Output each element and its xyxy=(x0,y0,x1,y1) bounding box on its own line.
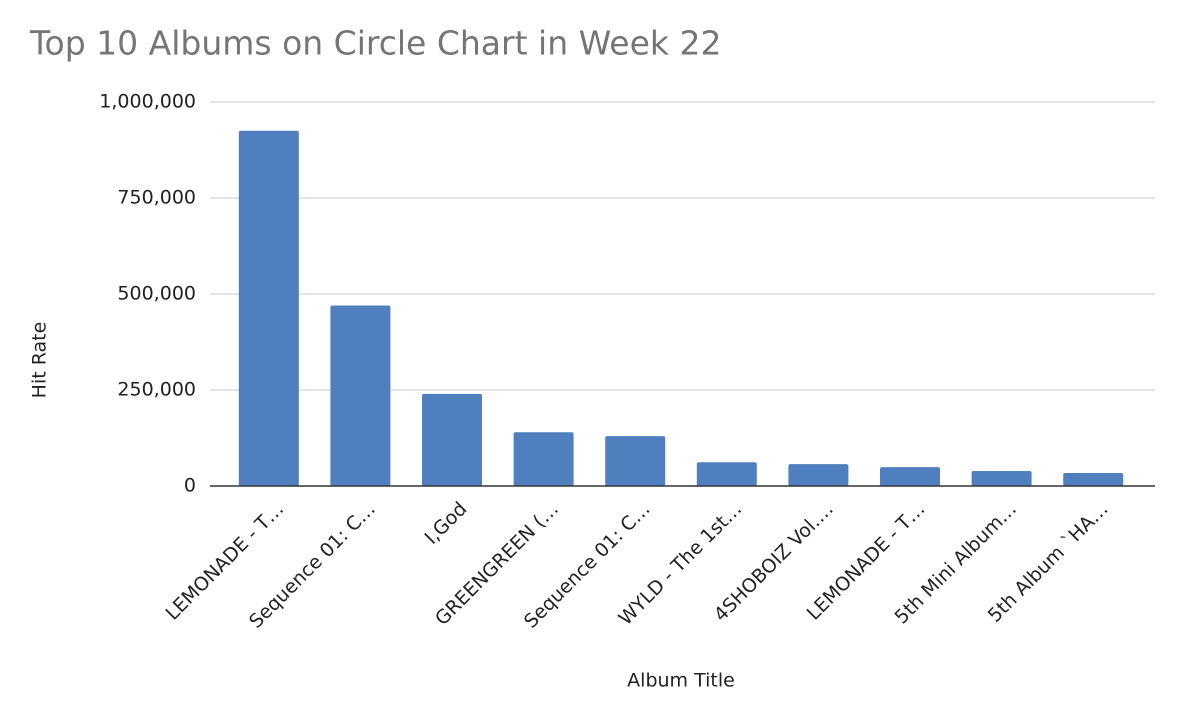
x-tick-label: I,God xyxy=(420,498,471,549)
bar xyxy=(1063,472,1124,486)
bar xyxy=(422,393,482,486)
bar xyxy=(513,432,574,486)
bar xyxy=(330,305,391,486)
y-tick-label: 0 xyxy=(184,475,196,497)
chart-title: Top 10 Albums on Circle Chart in Week 22 xyxy=(29,24,722,63)
bar xyxy=(788,464,849,486)
y-tick-label: 250,000 xyxy=(117,379,196,401)
bar xyxy=(696,462,757,486)
bar xyxy=(880,467,940,486)
x-axis-label: Album Title xyxy=(627,670,735,692)
bar xyxy=(605,436,666,486)
y-tick-label: 1,000,000 xyxy=(99,91,196,113)
y-axis-label: Hit Rate xyxy=(29,322,51,399)
y-tick-label: 500,000 xyxy=(117,283,196,305)
y-tick-label: 750,000 xyxy=(117,187,196,209)
bar xyxy=(238,130,299,487)
bar xyxy=(971,471,1032,486)
